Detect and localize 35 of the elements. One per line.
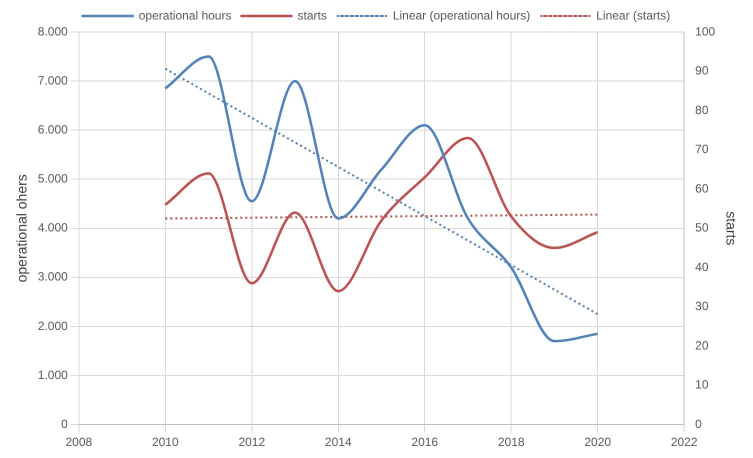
y-tick-label: 2.000 [38, 318, 68, 333]
x-tick-label: 2014 [324, 435, 352, 450]
y2-tick-label: 60 [695, 181, 709, 196]
y-tick-label: 1.000 [38, 368, 68, 382]
y2-tick-label: 80 [695, 102, 709, 117]
y-tick-label: 0 [61, 416, 68, 431]
legend-label: starts [297, 8, 327, 22]
y2-tick-label: 90 [695, 64, 709, 78]
legend-label: Linear (operational hours) [392, 8, 530, 22]
y2-tick-label: 0 [695, 416, 702, 431]
y2-tick-label: 30 [695, 299, 709, 314]
x-tick-label: 2010 [152, 435, 179, 450]
x-tick-label: 2012 [238, 435, 266, 450]
y2-tick-label: 40 [695, 260, 709, 274]
y2-tick-label: 50 [695, 220, 709, 235]
legend-label: operational hours [138, 8, 232, 22]
y2-tick-label: 20 [695, 338, 709, 352]
x-tick-label: 2020 [584, 435, 612, 450]
y2-axis-title: starts [724, 211, 740, 246]
y-tick-label: 3.000 [38, 270, 68, 284]
x-tick-label: 2018 [498, 435, 525, 450]
y-tick-label: 7.000 [38, 73, 68, 88]
line-series [164, 136, 599, 292]
y2-tick-label: 10 [695, 378, 709, 392]
x-tick-label: 2008 [65, 435, 92, 450]
y-tick-label: 4.000 [38, 220, 68, 235]
y-tick-label: 6.000 [38, 122, 68, 136]
y2-tick-label: 100 [695, 24, 716, 38]
x-tick-label: 2022 [670, 435, 698, 450]
y2-tick-label: 70 [695, 142, 709, 156]
y-axis-title: operational ohers [13, 174, 30, 282]
legend-label: Linear (starts) [596, 8, 670, 22]
y-tick-label: 8.000 [38, 24, 68, 38]
y-tick-label: 5.000 [38, 172, 68, 186]
x-tick-label: 2016 [411, 435, 438, 450]
